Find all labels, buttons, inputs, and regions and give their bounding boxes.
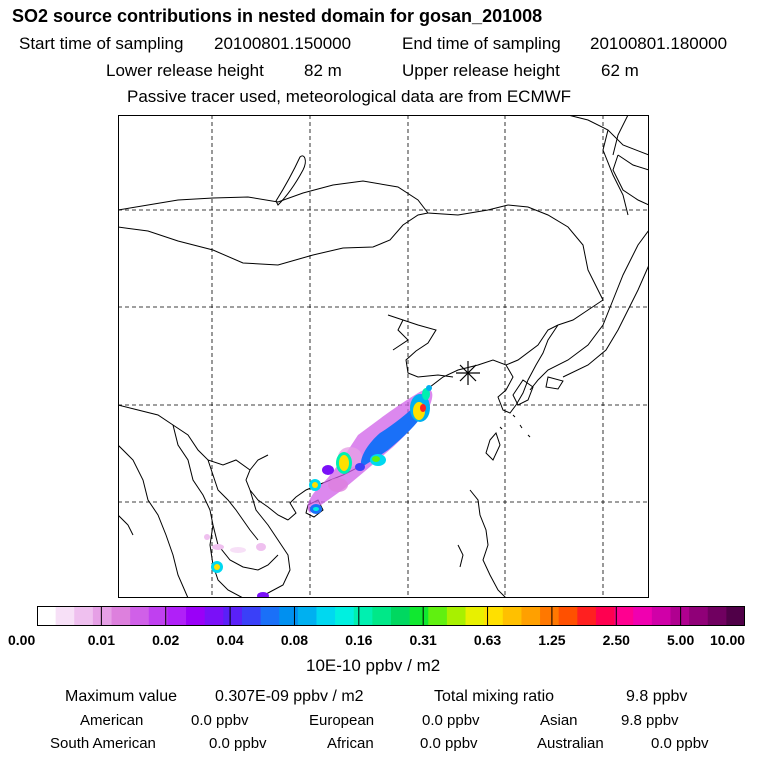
colorbar-cell: [521, 606, 541, 626]
colorbar-tick-label: 0.02: [152, 632, 180, 648]
colorbar-cell: [167, 606, 187, 626]
colorbar-cell: [260, 606, 280, 626]
colorbar-cell: [353, 606, 373, 626]
colorbar-cell: [74, 606, 94, 626]
african-value: 0.0 ppbv: [420, 735, 478, 752]
colorbar-cell: [111, 606, 131, 626]
australian-label: Australian: [537, 735, 604, 752]
colorbar-cell: [130, 606, 150, 626]
colorbar-cell: [689, 606, 709, 626]
colorbar-cell: [372, 606, 392, 626]
colorbar-cell: [633, 606, 653, 626]
colorbar-cell: [186, 606, 206, 626]
lower-release-value: 82 m: [304, 61, 342, 80]
colorbar-tick-label: 0.08: [280, 632, 309, 648]
colorbar-tick-label: 2.50: [602, 632, 630, 648]
colorbar-cell: [577, 606, 597, 626]
colorbar-cell: [316, 606, 336, 626]
south-american-label: South American: [50, 735, 156, 752]
american-value: 0.0 ppbv: [191, 712, 249, 729]
colorbar-tick-label: 0.00: [8, 632, 36, 648]
colorbar-unit: 10E-10 ppbv / m2: [306, 656, 441, 675]
colorbar-tick-label: 0.01: [87, 632, 115, 648]
colorbar-cell: [595, 606, 616, 626]
colorbar-cell: [707, 606, 727, 626]
concentration-field: [204, 385, 433, 598]
colorbar-cell: [446, 606, 467, 626]
colorbar-cell: [409, 606, 429, 626]
colorbar-cell: [391, 606, 411, 626]
colorbar-cell: [465, 606, 485, 626]
colorbar-cell: [614, 606, 634, 626]
colorbar-cell: [92, 606, 113, 626]
colorbar-tick-label: 0.16: [345, 632, 373, 648]
colorbar-tick-label: 1.25: [538, 632, 566, 648]
end-time-value: 20100801.180000: [590, 34, 728, 53]
colorbar-tick-label: 0.04: [216, 632, 244, 648]
max-value: 0.307E-09 ppbv / m2: [215, 688, 364, 705]
colorbar-cell: [484, 606, 504, 626]
colorbar-cell: [335, 606, 355, 626]
colorbar-cell: [37, 606, 57, 626]
american-label: American: [80, 712, 144, 729]
upper-release-label: Upper release height: [402, 61, 560, 80]
colorbar-cell: [726, 606, 745, 626]
colorbar-cell: [223, 606, 243, 626]
african-label: African: [327, 735, 374, 752]
asian-label: Asian: [540, 712, 578, 729]
asian-value: 9.8 ppbv: [621, 712, 679, 729]
lower-release-label: Lower release height: [106, 61, 264, 80]
colorbar-cell: [558, 606, 578, 626]
colorbar-tick-label: 5.00: [667, 632, 695, 648]
colorbar-cell: [651, 606, 672, 626]
start-time-value: 20100801.150000: [214, 34, 352, 53]
colorbar-cell: [670, 606, 690, 626]
colorbar-cell: [204, 606, 224, 626]
upper-release-value: 62 m: [601, 61, 639, 80]
colorbar-cell: [540, 606, 560, 626]
release-point-icon: [456, 361, 480, 385]
colorbar-tick-label: 0.63: [473, 632, 502, 648]
map-panel: [118, 115, 649, 598]
total-mixing-label: Total mixing ratio: [434, 688, 555, 705]
total-mixing-value: 9.8 ppbv: [626, 688, 688, 705]
colorbar-tick-label: 10.00: [710, 632, 746, 648]
colorbar-cell: [279, 606, 299, 626]
colorbar-tick-label: 0.31: [409, 632, 437, 648]
australian-value: 0.0 ppbv: [651, 735, 709, 752]
european-label: European: [309, 712, 375, 729]
colorbar-cell: [428, 606, 448, 626]
tracer-note: Passive tracer used, meteorological data…: [127, 87, 572, 106]
graticule: [118, 115, 649, 598]
map-title: SO2 source contributions in nested domai…: [12, 6, 543, 26]
colorbar-cell: [241, 606, 262, 626]
colorbar-cell: [148, 606, 169, 626]
colorbar-cell: [55, 606, 75, 626]
south-american-value: 0.0 ppbv: [209, 735, 267, 752]
colorbar-cell: [297, 606, 318, 626]
colorbar-cell: [502, 606, 523, 626]
colorbar: [37, 606, 745, 626]
coastlines: [118, 115, 649, 598]
european-value: 0.0 ppbv: [422, 712, 480, 729]
end-time-label: End time of sampling: [402, 34, 561, 53]
start-time-label: Start time of sampling: [19, 34, 184, 53]
max-value-label: Maximum value: [65, 688, 178, 705]
